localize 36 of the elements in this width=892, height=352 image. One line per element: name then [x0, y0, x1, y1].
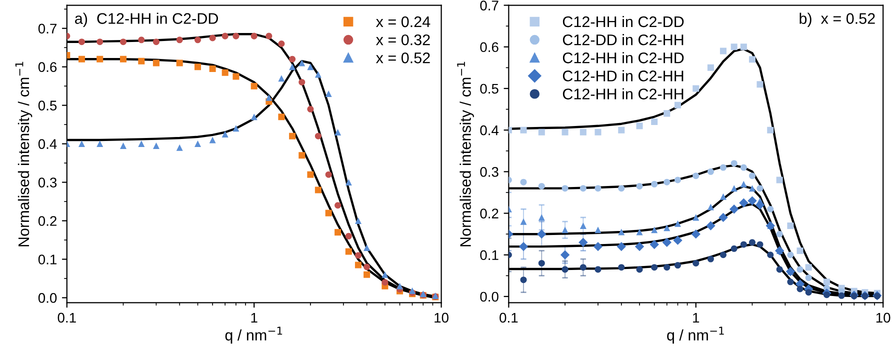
y-axis-title: Normalised intensity / cm$^{−1}$	[457, 62, 474, 246]
legend-label: C12-HH in C2-HD	[562, 52, 684, 64]
x-tick-label: 1	[251, 312, 258, 323]
y-tick-label: 0.1	[480, 250, 498, 260]
x-tick-label: 1	[693, 312, 700, 323]
y-tick-label: 0.2	[38, 216, 56, 226]
y-tick-label: 0.7	[480, 0, 498, 10]
y-tick-label: 0.0	[38, 293, 57, 303]
y-tick-label: 0.6	[38, 62, 57, 72]
legend-label: x = 0.24	[376, 16, 430, 28]
y-tick-label: 0.4	[480, 125, 499, 136]
legend-label: x = 0.32	[376, 34, 430, 46]
y-tick-label: 0.1	[38, 254, 56, 264]
y-tick-label: 0.4	[38, 139, 57, 149]
y-tick-label: 0.7	[38, 24, 56, 34]
x-axis-title: q / nm$^{−1}$	[667, 326, 724, 344]
x-tick-label: 10	[876, 312, 890, 323]
y-tick-label: 0.2	[480, 208, 498, 218]
x-tick-label: 10	[434, 312, 448, 323]
legend-label: x = 0.52	[376, 52, 430, 64]
y-tick-label: 0.3	[38, 178, 57, 188]
chart-title: b) x = 0.52	[800, 12, 875, 27]
y-tick-label: 0.3	[480, 167, 498, 177]
x-axis-title: q / nm$^{−1}$	[225, 326, 282, 344]
legend-label: C12-HH in C2-HH	[562, 88, 684, 100]
legend-label: C12-DD in C2-HH	[562, 34, 684, 46]
y-tick-label: 0.0	[480, 292, 498, 302]
x-tick-label: 0.1	[500, 312, 518, 323]
x-tick-label: 0.1	[58, 312, 76, 323]
chart-title: a) C12-HH in C2-DD	[75, 12, 218, 27]
y-tick-label: 0.5	[38, 100, 57, 110]
y-tick-label: 0.6	[480, 42, 498, 52]
legend-label: C12-HD in C2-HH	[562, 70, 684, 82]
legend-label: C12-HH in C2-DD	[562, 16, 684, 28]
y-axis-title: Normalised intensity / cm$^{−1}$	[15, 62, 32, 246]
y-tick-label: 0.5	[480, 84, 498, 94]
